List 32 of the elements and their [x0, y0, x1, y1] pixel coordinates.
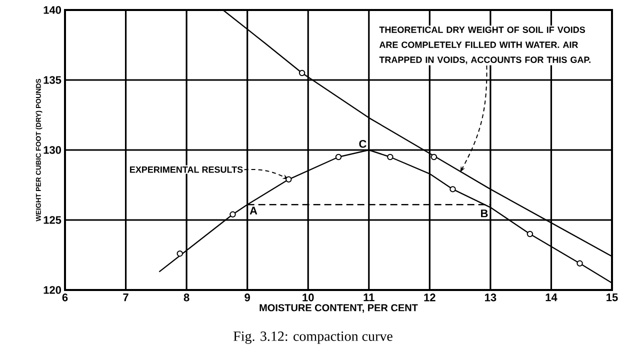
x-tick-label: 10	[302, 294, 314, 302]
point	[335, 154, 342, 160]
annotation: A	[250, 206, 258, 214]
annotation: EXPERIMENTAL RESULTS	[130, 166, 243, 173]
x-tick-label: 12	[424, 294, 436, 302]
x-tick-label: 7	[123, 294, 128, 302]
x-tick-label: 6	[62, 294, 68, 302]
caption: Fig. 3.12: compaction curve	[234, 332, 392, 344]
point	[450, 186, 456, 192]
point	[576, 260, 583, 266]
point	[298, 70, 306, 76]
x-tick-label: 11	[364, 294, 374, 302]
point	[176, 250, 183, 257]
x-tick-label: 14	[546, 294, 558, 302]
point	[430, 154, 438, 160]
point	[526, 230, 534, 238]
point	[286, 176, 292, 182]
annotation: THEORETICAL DRY WEIGHT OF SOIL IF VOIDS ARE COMPLETELY FILLED WITH WATER. AIR TRAPPED IN VOIDS, ACCOUNTS FOR THIS GAP.	[379, 26, 590, 64]
annotation: B	[481, 210, 488, 218]
y-tick-label: 120	[44, 286, 62, 294]
y-tick-label: 125	[44, 216, 62, 224]
point	[387, 154, 394, 160]
annotation: C	[359, 140, 366, 148]
x-axis-title: MOISTURE CONTENT, PER CENT	[260, 304, 418, 313]
x-tick-label: 9	[244, 294, 250, 302]
y-tick-label: 135	[44, 76, 62, 84]
point	[230, 211, 236, 218]
x-tick-label: 15	[606, 294, 618, 302]
y-tick-label: 130	[44, 146, 62, 154]
x-tick-label: 8	[184, 294, 190, 302]
x-tick-label: 13	[485, 294, 496, 302]
y-tick-label: 140	[44, 6, 62, 14]
